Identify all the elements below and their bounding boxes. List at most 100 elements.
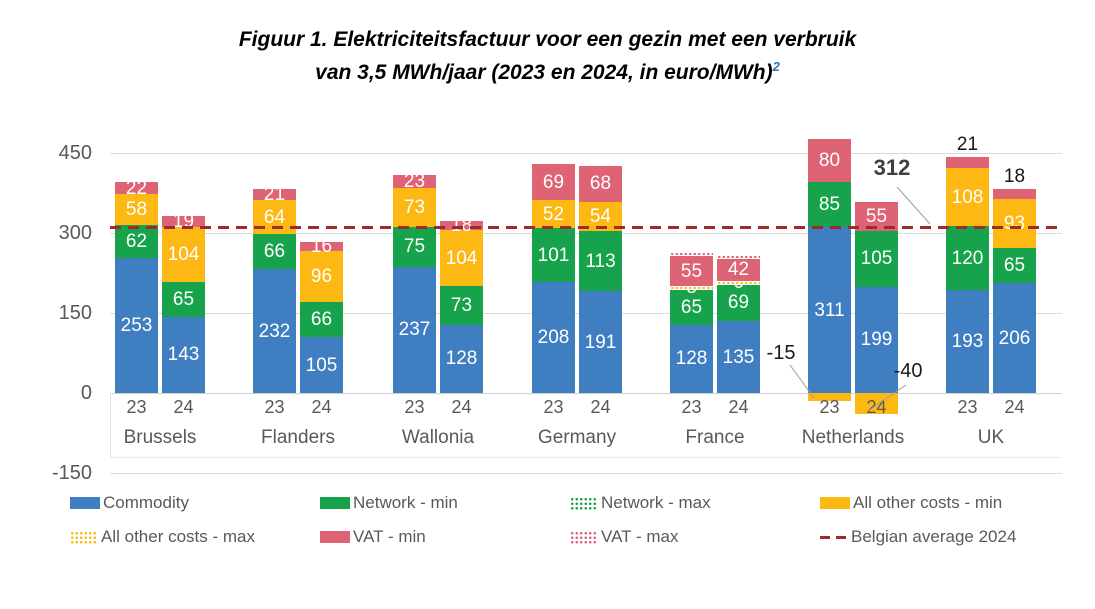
legend-item: VAT - min: [320, 526, 570, 548]
segment-value-label: 232: [258, 320, 291, 342]
segment-commodity: 128: [670, 324, 713, 393]
max-strip-other: [670, 285, 713, 290]
country-label: Netherlands: [801, 427, 905, 448]
segment-other: 104: [440, 230, 483, 286]
legend-label: Network - min: [353, 493, 458, 512]
segment-value-label: 65: [1003, 255, 1026, 277]
segment-other: 73: [393, 187, 436, 227]
segment-value-label: 66: [310, 308, 333, 330]
bar-flanders-23: 232 66 64 21: [253, 153, 296, 473]
segment-value-label: 85: [818, 193, 841, 215]
segment-value-label: 113: [585, 250, 616, 272]
segment-network: 75: [393, 226, 436, 267]
segment-commodity: 237: [393, 266, 436, 393]
legend-label: Network - max: [601, 493, 711, 512]
segment-value-label: 206: [998, 327, 1031, 349]
segment-value-label: 64: [263, 206, 286, 228]
segment-value-label: 54: [589, 205, 612, 227]
segment-other: 93: [993, 198, 1036, 249]
segment-value-label: 65: [680, 296, 703, 318]
segment-value-label: 22: [125, 177, 148, 199]
segment-value-label: 105: [305, 354, 338, 376]
segment-network: 65: [993, 248, 1036, 284]
segment-value-label: 237: [398, 319, 431, 341]
segment-network: 66: [253, 234, 296, 270]
segment-value-label: 193: [951, 331, 984, 353]
segment-value-label: 93: [1003, 213, 1026, 235]
segment-value-label: 73: [403, 196, 426, 218]
legend-label: VAT - min: [353, 527, 426, 546]
year-tick-label: 23: [404, 397, 425, 417]
segment-network: 113: [579, 230, 622, 292]
bar-france-24: 13569642: [717, 153, 760, 473]
segment-value-label: 42: [727, 259, 750, 281]
segment-other: 52: [532, 200, 575, 229]
figure-title: Figuur 1. Elektriciteitsfactuur voor een…: [0, 24, 1095, 89]
segment-commodity: 208: [532, 282, 575, 393]
legend-item: All other costs - min: [820, 492, 1080, 514]
segment-vat: 42: [717, 258, 760, 281]
segment-commodity: 128: [440, 324, 483, 393]
year-tick-label: 23: [681, 397, 702, 417]
segment-commodity: 143: [162, 316, 205, 393]
segment-value-label: 191: [584, 331, 617, 353]
max-strip-vat: [670, 252, 713, 257]
segment-other: 64: [253, 199, 296, 235]
segment-other: 104: [162, 226, 205, 283]
segment-value-label-outside: 18: [1003, 166, 1026, 188]
segment-vat: 22: [115, 179, 158, 198]
country-group-flanders: 232 66 64 21 23 105 66 96 16 24 Flanders: [253, 153, 343, 473]
segment-vat: 21: [253, 185, 296, 204]
segment-value-label: 96: [310, 265, 333, 287]
y-axis-label: 450: [58, 142, 92, 164]
year-tick-label: 24: [1004, 397, 1025, 417]
max-strip-vat: [717, 254, 760, 259]
legend-item: All other costs - max: [70, 526, 320, 548]
year-tick-label: 23: [264, 397, 285, 417]
segment-value-label: 80: [818, 149, 841, 171]
segment-value-label: 108: [951, 186, 984, 208]
bar-netherlands-24: 199 105 55: [855, 153, 898, 473]
segment-value-label: 68: [589, 173, 612, 195]
segment-value-label: 143: [167, 344, 200, 366]
segment-value-label: 104: [167, 243, 200, 265]
year-tick-label: 24: [311, 397, 332, 417]
country-group-wallonia: 237 75 73 23 23 128 73 104 18 24 Wallonia: [393, 153, 483, 473]
segment-value-label: 208: [537, 327, 570, 349]
country-label: Germany: [537, 427, 617, 448]
legend-swatch-dash: [820, 535, 848, 539]
segment-value-label: 101: [537, 244, 570, 266]
bar-netherlands-23: 311 85 80: [808, 139, 851, 473]
bar-flanders-24: 105 66 96 16: [300, 153, 343, 473]
legend-swatch-dotted: [570, 530, 598, 544]
segment-commodity: 191: [579, 291, 622, 393]
segment-vat: 16: [300, 237, 343, 256]
segment-value-label-outside: 21: [956, 134, 979, 156]
belgian-average-value-label: 312: [873, 155, 911, 180]
segment-other: 58: [115, 194, 158, 225]
segment-value-label: 21: [263, 183, 286, 205]
segment-commodity: 206: [993, 283, 1036, 393]
legend-label: Belgian average 2024: [851, 527, 1017, 546]
title-line1: Figuur 1. Elektriciteitsfactuur voor een…: [238, 28, 857, 51]
bar-brussels-23: 253 62 58 22: [115, 153, 158, 473]
legend-label: All other costs - max: [101, 527, 255, 546]
legend-item: Network - min: [320, 492, 570, 514]
legend-swatch-solid: [820, 497, 850, 509]
footnote-marker: 2: [772, 58, 780, 74]
segment-value-label: 104: [445, 247, 478, 269]
segment-value-label: 55: [865, 205, 888, 227]
segment-value-label: 73: [450, 294, 473, 316]
segment-vat: 69: [532, 163, 575, 201]
legend-item: Commodity: [70, 492, 320, 514]
segment-network: 105: [855, 230, 898, 287]
segment-network: 66: [300, 301, 343, 337]
legend-label: All other costs - min: [853, 493, 1003, 512]
bar-germany-23: 208 101 52 69: [532, 153, 575, 473]
y-axis-label: -150: [51, 462, 92, 484]
segment-network: 85: [808, 181, 851, 228]
axis-edge-line: [110, 393, 111, 457]
gridline: [110, 153, 1062, 154]
segment-vat: [946, 157, 989, 169]
